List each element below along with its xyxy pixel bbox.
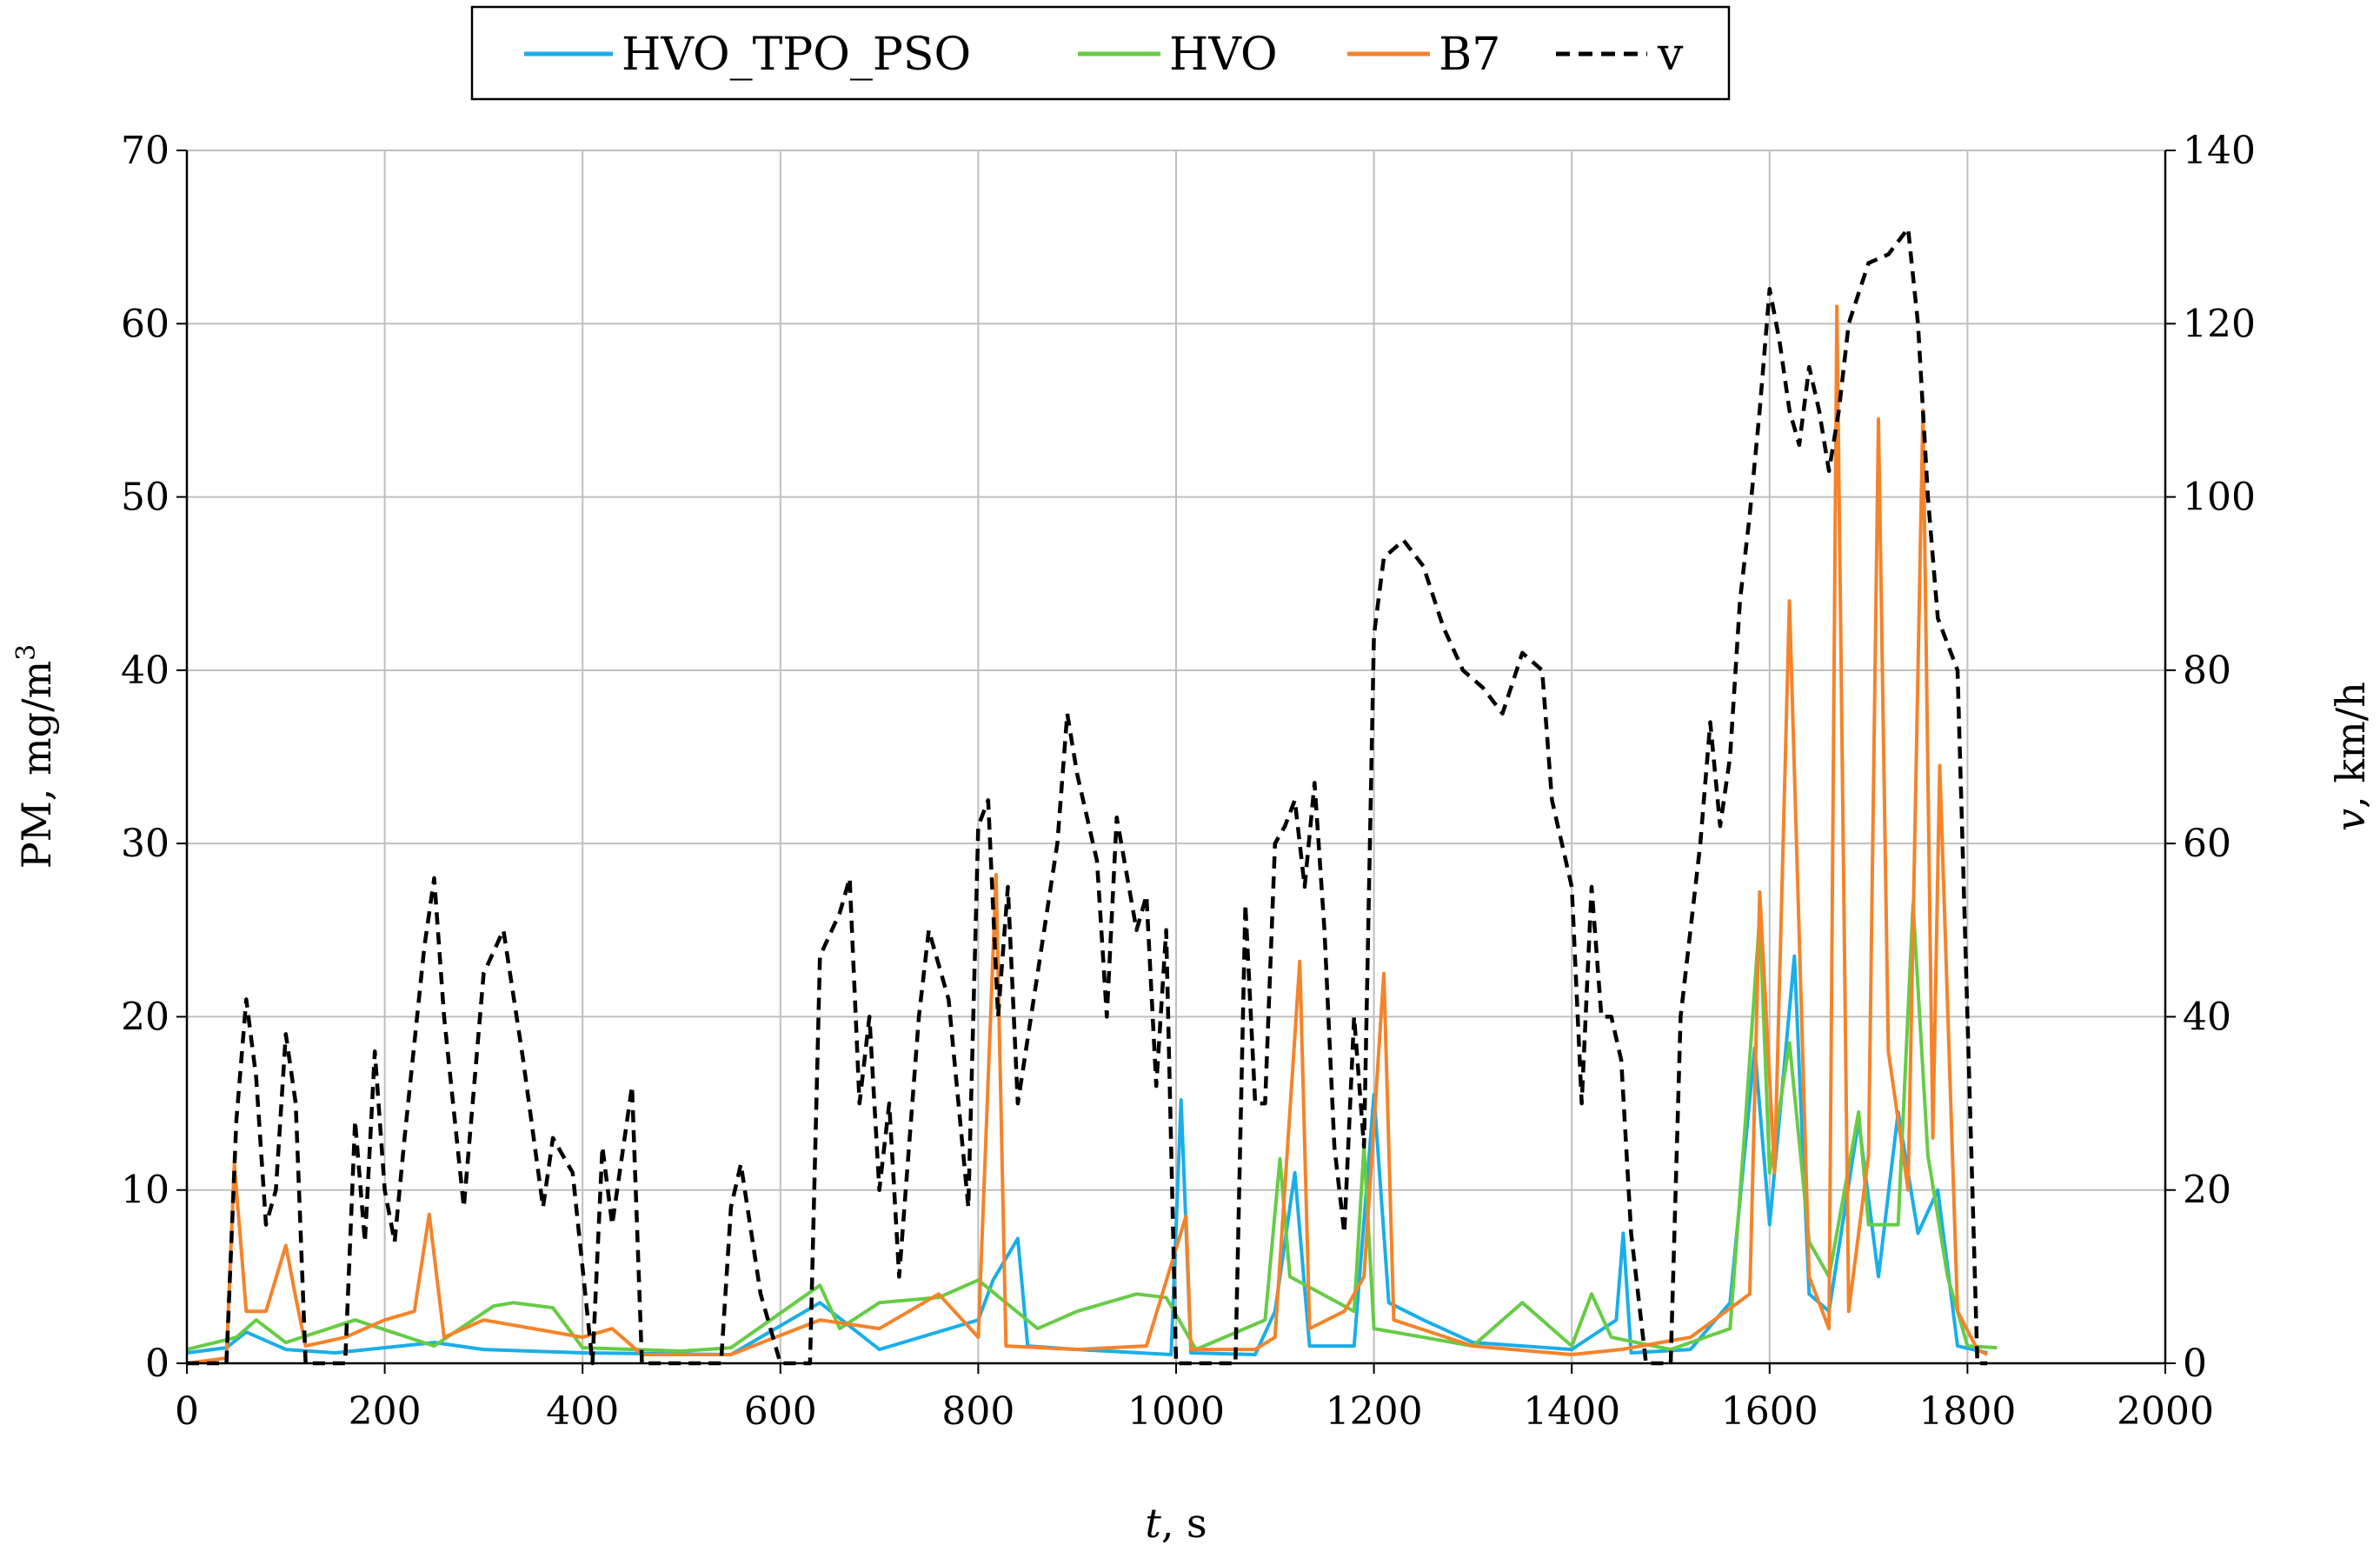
- x-tick-label: 1200: [1326, 1389, 1423, 1434]
- y-right-tick-label: 0: [2183, 1342, 2207, 1386]
- y-right-axis-label: v, km/h: [2327, 682, 2374, 831]
- y-right-axis-label-var: v: [2327, 809, 2374, 831]
- x-tick-label: 200: [349, 1389, 422, 1434]
- x-tick-label: 1800: [1918, 1389, 2016, 1434]
- y-right-axis-label-unit: , km/h: [2327, 682, 2374, 809]
- series-line-hvo: [186, 902, 1998, 1353]
- y-left-tick-label: 50: [121, 476, 170, 520]
- series-line-v: [187, 226, 1988, 1366]
- y-left-tick-label: 70: [121, 129, 170, 173]
- y-left-tick-label: 20: [121, 995, 170, 1039]
- x-tick-label: 600: [744, 1389, 817, 1434]
- legend-label-v: v: [1657, 29, 1684, 81]
- x-axis-label-unit: , s: [1161, 1500, 1207, 1545]
- grid-lines: [186, 150, 2166, 1364]
- x-tick-label: 1600: [1721, 1389, 1818, 1434]
- x-tick-label: 400: [546, 1389, 619, 1434]
- y-right-tick-label: 20: [2183, 1169, 2231, 1213]
- y-left-tick-label: 60: [121, 302, 170, 346]
- x-tick-label: 0: [175, 1389, 199, 1434]
- x-tick-label: 2000: [2117, 1389, 2214, 1434]
- y-right-tick-label: 40: [2183, 995, 2231, 1039]
- series-lines: [186, 226, 1998, 1366]
- legend-label-hvo-tpo-pso: HVO_TPO_PSO: [622, 29, 971, 81]
- legend: HVO_TPO_PSO HVO B7 v: [470, 5, 1731, 101]
- legend-label-b7: B7: [1439, 29, 1500, 81]
- series-line-b7: [186, 304, 1989, 1365]
- x-tick-label: 1000: [1127, 1389, 1225, 1434]
- y-right-tick-label: 80: [2183, 649, 2231, 693]
- y-left-tick-label: 0: [145, 1342, 170, 1386]
- y-right-tick-label: 120: [2183, 302, 2256, 346]
- legend-label-hvo: HVO: [1169, 29, 1278, 81]
- y-right-tick-label: 100: [2183, 476, 2256, 520]
- y-left-axis-label: PM, mg/m3: [11, 644, 60, 869]
- y-right-tick-label: 140: [2183, 129, 2256, 173]
- y-right-tick-label: 60: [2183, 822, 2231, 866]
- x-tick-label: 1400: [1523, 1389, 1620, 1434]
- x-axis-label-var: t: [1145, 1500, 1161, 1545]
- y-left-tick-label: 30: [121, 822, 170, 866]
- y-left-tick-label: 40: [121, 649, 170, 693]
- x-axis-label: t, s: [1145, 1500, 1207, 1545]
- y-left-axis-label-main: PM, mg/m: [13, 661, 60, 869]
- x-tick-label: 800: [941, 1389, 1014, 1434]
- tick-labels: 0 200 400 600 800 1000 1200 1400 1600 1800 2000010…: [121, 129, 2256, 1434]
- y-left-tick-label: 10: [121, 1169, 170, 1213]
- y-left-axis-label-sup: 3: [11, 644, 42, 661]
